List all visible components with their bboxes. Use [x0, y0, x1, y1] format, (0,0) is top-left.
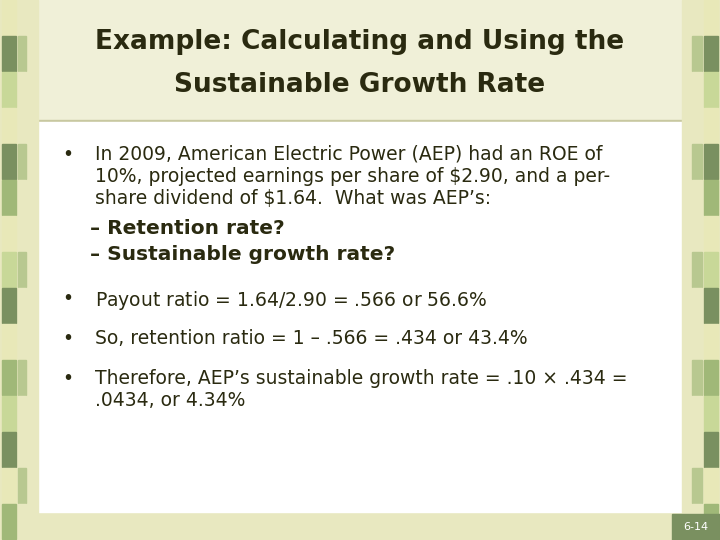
Bar: [38, 122, 682, 512]
Bar: [2, 36, 16, 71]
Bar: [2, 288, 16, 322]
Text: Sustainable Growth Rate: Sustainable Growth Rate: [174, 72, 546, 98]
Bar: [2, 0, 16, 35]
Bar: [704, 72, 718, 106]
Bar: [692, 468, 702, 503]
Bar: [2, 216, 16, 251]
Bar: [18, 396, 26, 430]
Bar: [18, 180, 26, 214]
Bar: [2, 396, 16, 430]
Text: – Sustainable growth rate?: – Sustainable growth rate?: [90, 245, 395, 264]
Bar: [704, 0, 718, 35]
Bar: [2, 144, 16, 179]
Bar: [2, 180, 16, 214]
Bar: [692, 216, 702, 251]
Bar: [0, 0, 38, 540]
Bar: [692, 504, 702, 538]
Bar: [692, 72, 702, 106]
Bar: [692, 144, 702, 179]
Bar: [2, 468, 16, 503]
Bar: [704, 36, 718, 71]
Text: So, retention ratio = 1 – .566 = .434 or 43.4%: So, retention ratio = 1 – .566 = .434 or…: [95, 329, 528, 348]
Bar: [0, 120, 720, 122]
Text: Payout ratio = $1.64 / $2.90 = .566 or 56.6%: Payout ratio = $1.64 / $2.90 = .566 or 5…: [95, 289, 487, 312]
Bar: [692, 252, 702, 287]
Text: .0434, or 4.34%: .0434, or 4.34%: [95, 391, 246, 410]
Bar: [704, 432, 718, 467]
Text: – Retention rate?: – Retention rate?: [90, 219, 284, 238]
Bar: [2, 108, 16, 143]
Bar: [18, 36, 26, 71]
Bar: [704, 216, 718, 251]
Bar: [18, 288, 26, 322]
Bar: [18, 432, 26, 467]
Text: •: •: [62, 329, 73, 348]
Bar: [2, 324, 16, 359]
Bar: [18, 252, 26, 287]
Bar: [2, 72, 16, 106]
Bar: [2, 504, 16, 538]
Bar: [692, 108, 702, 143]
Bar: [692, 36, 702, 71]
Bar: [704, 288, 718, 322]
Bar: [18, 360, 26, 395]
Bar: [704, 468, 718, 503]
Bar: [692, 0, 702, 35]
Bar: [704, 360, 718, 395]
Bar: [704, 252, 718, 287]
Bar: [692, 432, 702, 467]
Bar: [2, 360, 16, 395]
Bar: [18, 216, 26, 251]
Text: •: •: [62, 369, 73, 388]
Bar: [682, 0, 720, 540]
Text: In 2009, American Electric Power (AEP) had an ROE of: In 2009, American Electric Power (AEP) h…: [95, 145, 603, 164]
Text: •: •: [62, 289, 73, 308]
Bar: [704, 504, 718, 538]
Text: 6-14: 6-14: [683, 522, 708, 532]
Bar: [692, 180, 702, 214]
Bar: [672, 514, 720, 540]
Bar: [704, 396, 718, 430]
Bar: [692, 396, 702, 430]
Bar: [18, 468, 26, 503]
Bar: [692, 324, 702, 359]
Text: Example: Calculating and Using the: Example: Calculating and Using the: [96, 29, 624, 55]
Text: 10%, projected earnings per share of $2.90, and a per-: 10%, projected earnings per share of $2.…: [95, 167, 610, 186]
Bar: [704, 144, 718, 179]
Bar: [704, 108, 718, 143]
Bar: [18, 72, 26, 106]
Bar: [692, 360, 702, 395]
Bar: [2, 432, 16, 467]
Bar: [692, 288, 702, 322]
Bar: [18, 108, 26, 143]
Text: •: •: [62, 145, 73, 164]
Bar: [2, 252, 16, 287]
Bar: [18, 0, 26, 35]
Text: Therefore, AEP’s sustainable growth rate = .10 × .434 =: Therefore, AEP’s sustainable growth rate…: [95, 369, 628, 388]
Bar: [18, 144, 26, 179]
Bar: [18, 504, 26, 538]
Bar: [0, 0, 720, 120]
Text: share dividend of $1.64.  What was AEP’s:: share dividend of $1.64. What was AEP’s:: [95, 189, 491, 208]
Bar: [704, 180, 718, 214]
Bar: [704, 324, 718, 359]
Bar: [18, 324, 26, 359]
